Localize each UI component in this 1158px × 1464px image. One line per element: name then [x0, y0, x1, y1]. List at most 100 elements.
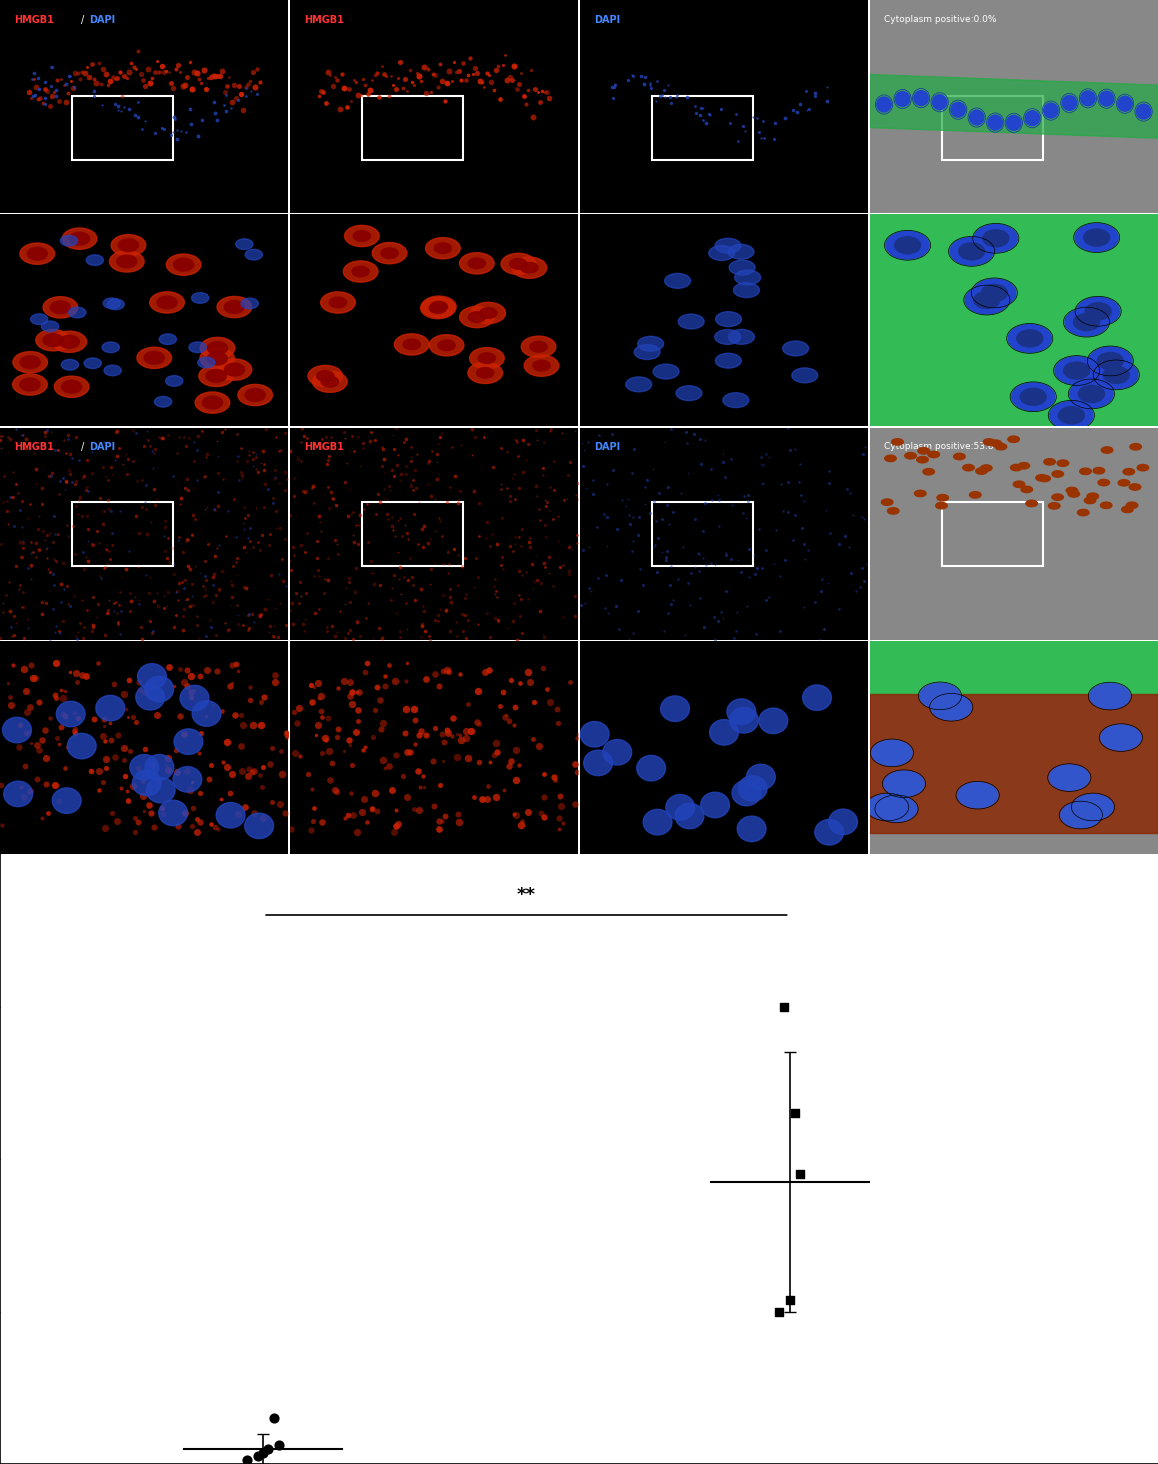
- Point: [126, 820, 145, 843]
- Point: [255, 452, 273, 476]
- Point: [177, 527, 196, 550]
- Point: [691, 97, 710, 120]
- Point: [248, 82, 266, 105]
- Ellipse shape: [988, 116, 1003, 130]
- Point: [503, 69, 521, 92]
- Point: [373, 627, 391, 650]
- Point: [155, 524, 174, 548]
- Point: [395, 565, 413, 589]
- Point: [527, 419, 545, 442]
- Point: [408, 61, 426, 85]
- Point: [481, 534, 499, 558]
- Point: [182, 685, 200, 709]
- Point: [0, 584, 15, 608]
- Point: [486, 59, 505, 82]
- Point: [320, 444, 338, 467]
- Point: [164, 120, 183, 143]
- Point: [208, 461, 227, 485]
- Point: [505, 695, 523, 719]
- Point: [23, 540, 42, 564]
- Point: [398, 651, 417, 675]
- Point: [384, 438, 403, 461]
- Point: [694, 108, 712, 132]
- Point: [296, 540, 315, 564]
- Ellipse shape: [203, 397, 222, 408]
- Point: [229, 75, 248, 98]
- Point: [406, 476, 425, 499]
- Point: [298, 426, 316, 449]
- Ellipse shape: [20, 378, 41, 391]
- Point: [647, 561, 666, 584]
- Point: [794, 533, 813, 556]
- Point: [383, 505, 402, 529]
- Point: [405, 798, 424, 821]
- Point: [442, 436, 461, 460]
- Point: [710, 489, 728, 512]
- Point: [25, 666, 44, 690]
- Point: [156, 539, 175, 562]
- Point: [519, 432, 537, 455]
- Point: [266, 458, 285, 482]
- Point: [195, 584, 213, 608]
- Point: [28, 733, 46, 757]
- Point: [98, 599, 117, 622]
- Point: [239, 618, 257, 641]
- Ellipse shape: [2, 717, 31, 742]
- Point: [7, 610, 25, 634]
- Point: [229, 468, 248, 492]
- Ellipse shape: [1077, 297, 1120, 325]
- Ellipse shape: [61, 360, 79, 370]
- Point: [73, 466, 91, 489]
- Point: [438, 490, 456, 514]
- Point: [145, 477, 163, 501]
- Point: [740, 565, 758, 589]
- Point: [232, 460, 250, 483]
- Point: [492, 545, 511, 568]
- Point: [229, 659, 248, 682]
- Ellipse shape: [434, 243, 452, 253]
- Point: [49, 438, 67, 461]
- Point: [118, 789, 137, 813]
- Point: [713, 442, 732, 466]
- Point: [103, 464, 122, 488]
- Point: [94, 770, 112, 793]
- Point: [477, 61, 496, 85]
- Point: [23, 666, 42, 690]
- Point: [68, 502, 87, 526]
- Point: [45, 523, 64, 546]
- Point: [362, 796, 381, 820]
- Point: [44, 562, 63, 586]
- Point: [293, 417, 312, 441]
- Point: [139, 57, 157, 81]
- Point: [380, 85, 398, 108]
- Ellipse shape: [914, 91, 929, 105]
- Point: [255, 458, 273, 482]
- Ellipse shape: [701, 792, 730, 818]
- Point: [372, 717, 390, 741]
- Ellipse shape: [159, 334, 176, 344]
- Ellipse shape: [872, 741, 913, 766]
- Point: [51, 716, 69, 739]
- Point: [359, 591, 378, 615]
- Point: [739, 489, 757, 512]
- Ellipse shape: [50, 302, 71, 313]
- Point: [312, 79, 330, 102]
- Text: HMGB1: HMGB1: [305, 15, 344, 25]
- Ellipse shape: [1049, 401, 1093, 429]
- Ellipse shape: [107, 299, 124, 310]
- Point: [201, 615, 220, 638]
- Ellipse shape: [1026, 501, 1038, 507]
- Point: [215, 612, 234, 635]
- Point: [384, 518, 403, 542]
- Point: [126, 57, 145, 81]
- Ellipse shape: [1009, 325, 1051, 353]
- Point: [447, 60, 466, 83]
- Point: [25, 83, 44, 107]
- Point: [829, 533, 848, 556]
- Point: [785, 1101, 804, 1124]
- Point: [373, 435, 391, 458]
- Point: [54, 429, 73, 452]
- Point: [167, 603, 185, 627]
- Point: [167, 738, 185, 761]
- Point: [205, 91, 223, 114]
